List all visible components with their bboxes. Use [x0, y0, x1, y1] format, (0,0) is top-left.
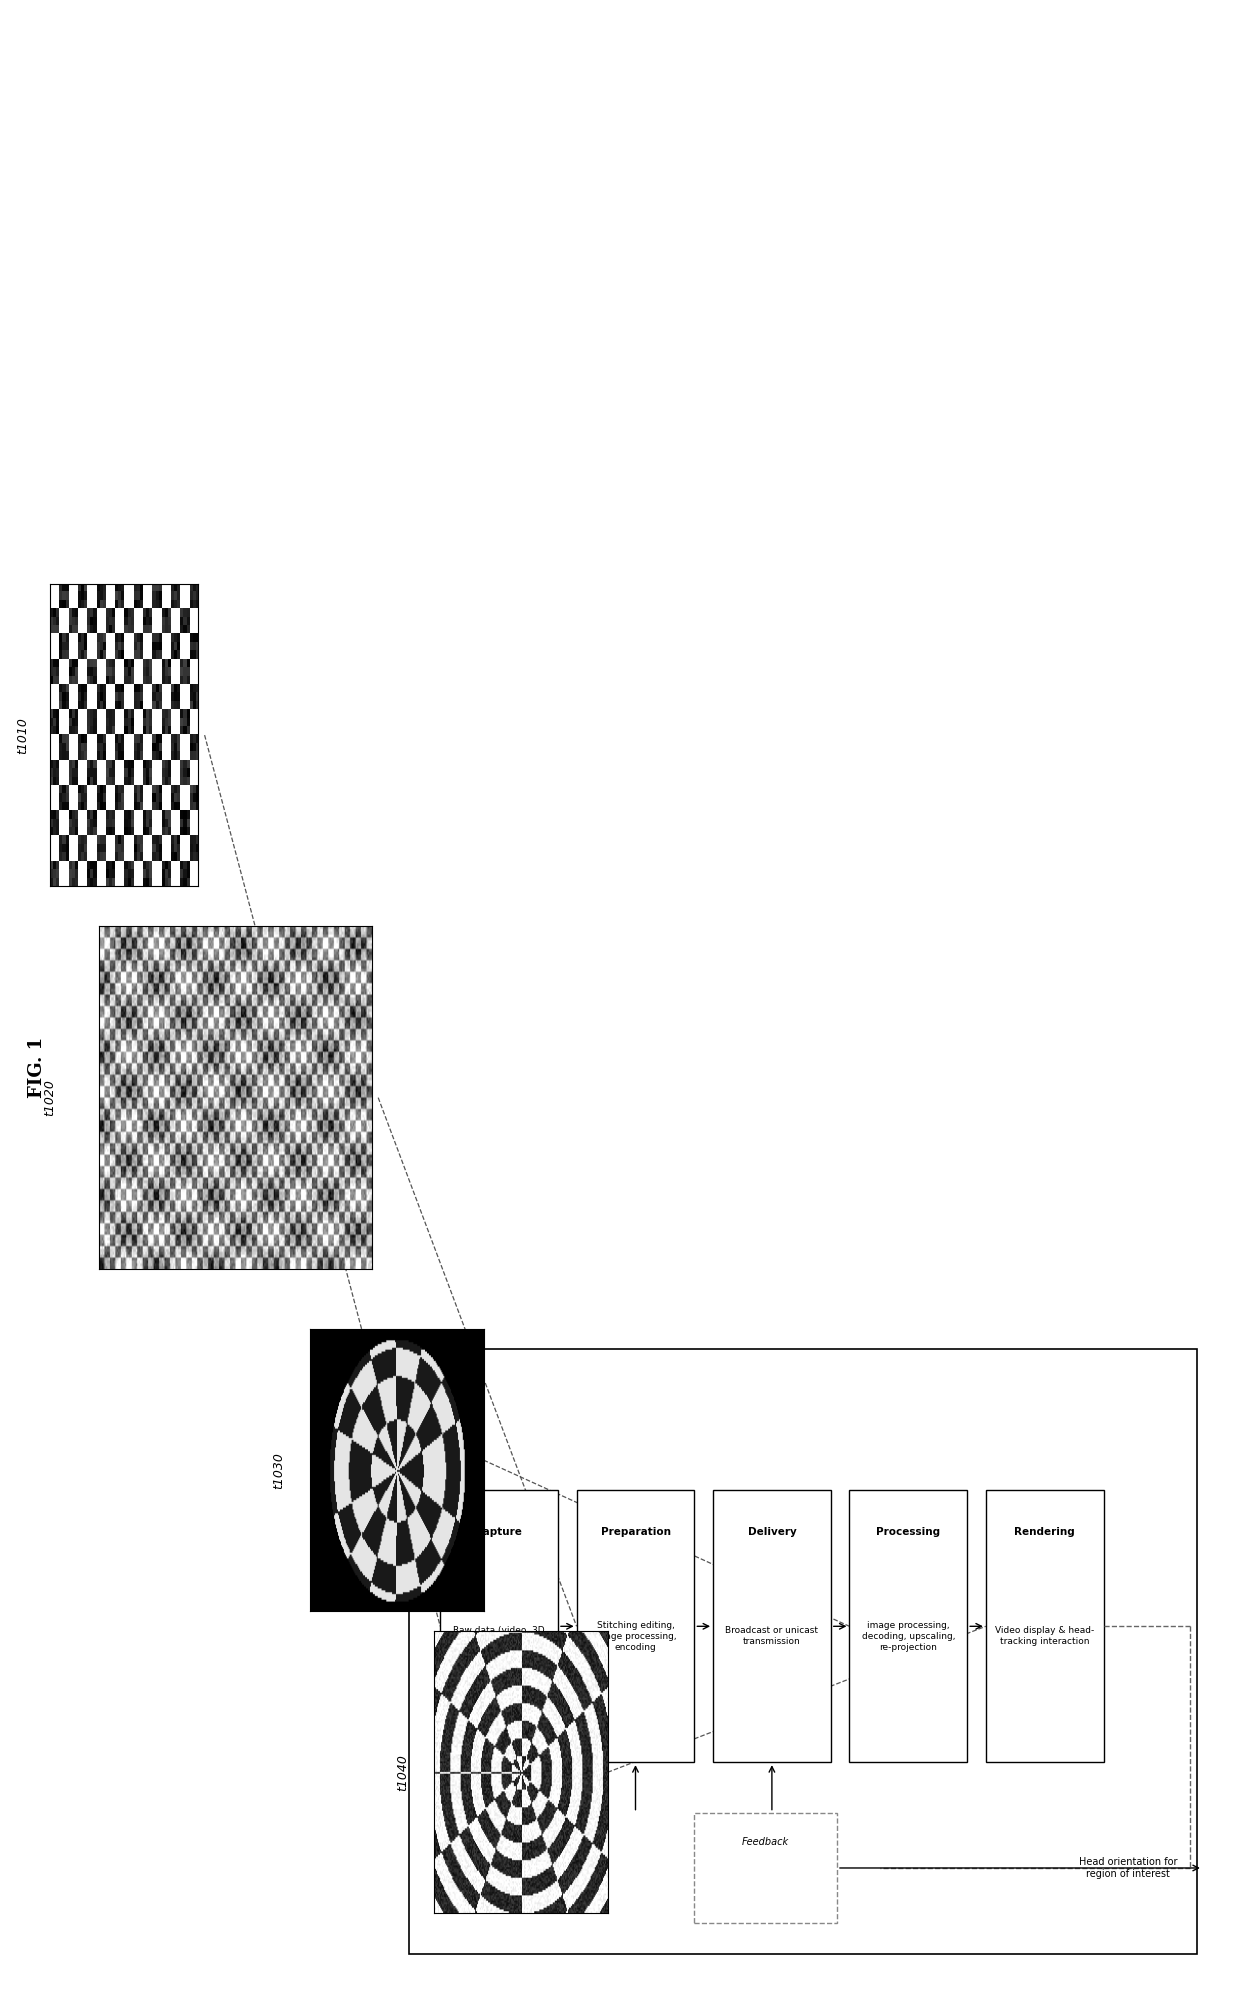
Text: Feedback: Feedback	[742, 1837, 790, 1847]
Text: Stitching editing,
image processing,
encoding: Stitching editing, image processing, enc…	[594, 1621, 677, 1651]
Text: Preparation: Preparation	[600, 1527, 671, 1537]
Text: Video display & head-
tracking interaction: Video display & head- tracking interacti…	[994, 1627, 1095, 1645]
Text: Broadcast or unicast
transmission: Broadcast or unicast transmission	[725, 1627, 818, 1645]
Text: t1010: t1010	[16, 717, 30, 753]
Text: Processing: Processing	[877, 1527, 940, 1537]
FancyBboxPatch shape	[409, 1349, 1197, 1954]
Text: Rendering: Rendering	[1014, 1527, 1075, 1537]
Text: t1020: t1020	[43, 1080, 57, 1116]
FancyBboxPatch shape	[986, 1490, 1104, 1762]
Text: Delivery: Delivery	[748, 1527, 796, 1537]
FancyBboxPatch shape	[577, 1490, 694, 1762]
FancyBboxPatch shape	[849, 1490, 967, 1762]
Text: Head orientation for
region of interest: Head orientation for region of interest	[1079, 1857, 1178, 1879]
FancyBboxPatch shape	[440, 1490, 558, 1762]
FancyBboxPatch shape	[694, 1813, 837, 1923]
FancyBboxPatch shape	[713, 1490, 831, 1762]
Text: t1030: t1030	[273, 1452, 285, 1488]
Text: Capture: Capture	[476, 1527, 522, 1537]
Text: Raw data (video, 3D
point cloud, 3D model): Raw data (video, 3D point cloud, 3D mode…	[448, 1627, 551, 1645]
Text: t1040: t1040	[397, 1754, 409, 1790]
Text: FIG. 1: FIG. 1	[29, 1037, 46, 1098]
Text: image processing,
decoding, upscaling,
re-projection: image processing, decoding, upscaling, r…	[862, 1621, 955, 1651]
